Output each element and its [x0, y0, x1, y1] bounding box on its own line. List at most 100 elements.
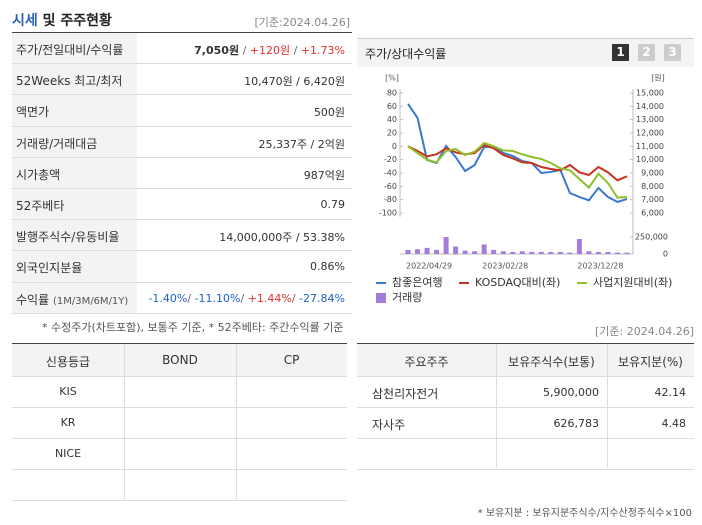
rule	[12, 250, 352, 252]
volume-bar	[424, 247, 430, 254]
rule	[12, 94, 352, 96]
value-part: -27.84%	[299, 291, 345, 305]
rule	[12, 32, 352, 33]
volume-bar	[405, 249, 411, 254]
rule	[12, 64, 137, 95]
value-part: 14,000,000주 / 53.38%	[219, 231, 345, 245]
row-value: 7,050원 / +120원 / +1.73%	[194, 42, 345, 58]
rule	[236, 344, 237, 500]
title-highlight: 시세	[12, 13, 38, 29]
value-part: 987억원	[303, 168, 345, 182]
row-value: 500원	[314, 104, 345, 120]
row-value: 987억원	[304, 167, 345, 183]
y2-tick-label: 7,000	[641, 195, 664, 204]
row-label: 발행주식수/유동비율	[16, 228, 119, 245]
y2-tick-label: 12,000	[636, 129, 664, 138]
row-value: -1.40%/ -11.10%/ +1.44%/ -27.84%	[148, 292, 345, 305]
volume-bar	[595, 251, 601, 254]
rule	[12, 281, 352, 283]
y-tick-label: -40	[384, 169, 397, 178]
rule	[12, 95, 137, 126]
holder-cell: 5,900,000	[543, 386, 599, 399]
volume-bar	[576, 239, 582, 254]
footnote: * 수정주가(차트포함), 보통주 기준, * 52주베타: 주간수익률 기준	[42, 321, 344, 334]
legend-swatch	[376, 293, 386, 303]
row-value: 0.79	[321, 198, 346, 211]
row-label: 수익률 (1M/3M/6M/1Y)	[16, 291, 128, 308]
x-tick-label: 2022/04/29	[406, 262, 452, 271]
rule	[357, 407, 694, 408]
chart-title: 주가/상대수익률	[365, 47, 447, 61]
row-label: 52주베타	[16, 197, 64, 214]
chart-tab[interactable]: 1	[612, 44, 629, 61]
value-part: -1.40%	[148, 291, 188, 305]
footnote: * 보유지분 : 보유지분주식수/지수산정주식수×100	[477, 508, 692, 519]
volume-bar	[529, 251, 535, 254]
value-part: +1.44%	[247, 291, 292, 305]
volume-bar	[453, 246, 459, 254]
legend-label: KOSDAQ대비(좌)	[475, 276, 560, 289]
rule	[12, 438, 347, 439]
date: [기준: 2024.04.26]	[594, 325, 694, 338]
rule	[12, 344, 347, 376]
rule	[357, 343, 694, 344]
rating-agency: NICE	[54, 447, 82, 460]
value-part: 500원	[313, 106, 345, 120]
volume-bar	[510, 251, 516, 254]
volume-bar	[462, 250, 468, 254]
label-note: (1M/3M/6M/1Y)	[52, 295, 129, 307]
label: 발행주식수/유동비율	[16, 230, 120, 245]
y-tick-label: -20	[384, 155, 397, 164]
table-header: CP	[283, 353, 300, 367]
volume-bar	[557, 251, 563, 254]
rule	[12, 126, 137, 157]
chart-tab[interactable]: 3	[664, 44, 681, 61]
y2-tick-label: 9,000	[641, 169, 664, 178]
label: 외국인지분율	[16, 261, 83, 276]
rule	[357, 38, 694, 67]
chart: [%] [원] 80 60 40 20 0 -20 -40 -60 -80 -100 15,000 14,…	[376, 74, 672, 304]
rule	[12, 312, 352, 314]
holder-cell: 4.48	[661, 417, 687, 430]
legend-label: 참좋은여행	[392, 276, 443, 289]
x-tick-label: 2023/02/28	[482, 262, 528, 271]
volume-bar	[415, 249, 421, 254]
rule	[496, 344, 497, 468]
holder-cell: 삼천리자전거	[372, 387, 439, 401]
title-rest: 및 주주현황	[42, 13, 112, 29]
label: 52Weeks 최고/최저	[16, 74, 123, 89]
y-tick-label: 40	[387, 115, 397, 124]
row-label: 주가/전일대비/수익률	[16, 41, 123, 58]
rule	[357, 376, 694, 377]
value-part: /	[290, 44, 301, 57]
chart-tab[interactable]: 2	[638, 44, 655, 61]
date: [기준:2024.04.26]	[254, 16, 350, 29]
rule	[12, 220, 137, 251]
label: 수익률	[16, 292, 50, 307]
volume-bar	[434, 249, 440, 254]
rule	[12, 469, 347, 470]
label: 시가총액	[16, 167, 61, 182]
y-tick-label: 80	[387, 89, 397, 98]
value-part: /	[291, 291, 300, 305]
rule	[12, 33, 137, 64]
row-value: 14,000,000주 / 53.38%	[219, 229, 345, 245]
rule	[12, 376, 347, 377]
volume-bar	[567, 252, 573, 254]
rule	[12, 407, 347, 408]
rule	[12, 188, 352, 189]
y2-tick-label: 14,000	[636, 102, 664, 111]
rating-agency: KR	[60, 416, 76, 429]
line	[407, 143, 628, 182]
rule	[124, 344, 125, 500]
rule	[12, 282, 137, 313]
rule	[357, 469, 694, 470]
rule	[357, 344, 694, 376]
x-tick-label: 2023/12/28	[577, 262, 623, 271]
volume-bar	[538, 251, 544, 254]
value-part: 0.86%	[310, 260, 345, 274]
value-part: 7,050원	[194, 44, 240, 57]
rule	[12, 156, 352, 158]
y2-unit: [원]	[651, 74, 665, 83]
volume-bar	[481, 244, 487, 254]
